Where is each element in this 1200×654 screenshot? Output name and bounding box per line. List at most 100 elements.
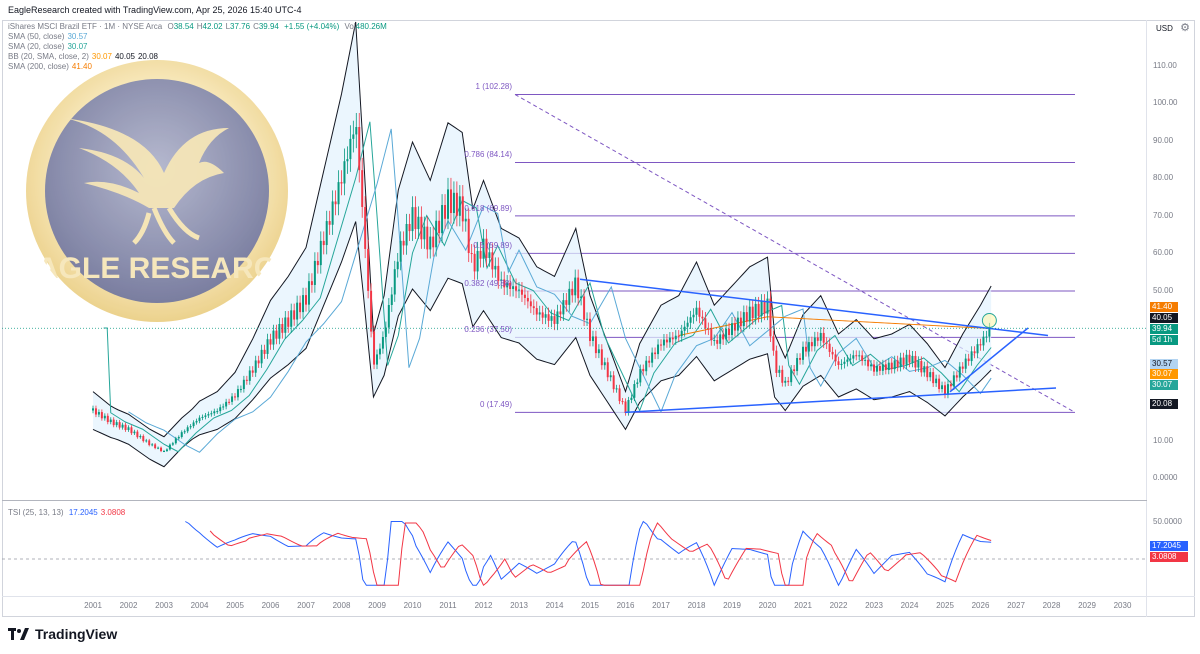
fib-level-label: 0 (17.49) [479,400,512,410]
price-label: 40.05 [1150,313,1178,323]
indicator-name: SMA (20, close) [8,42,65,51]
tradingview-logo-icon [8,628,29,640]
price-label: 30.07 [1150,380,1178,390]
time-tick: 2006 [261,601,280,610]
tsi-value: 17.2045 [68,508,98,517]
time-tick: 2007 [297,601,315,610]
tradingview-logo[interactable]: TradingView [8,626,117,642]
ohlc-value-c: 39.94 [258,22,279,31]
price-tick: 0.0000 [1153,473,1178,482]
price-label: 30.57 [1150,359,1178,369]
price-tick: 80.00 [1153,173,1174,182]
indicator-name: BB (20, SMA, close, 2) [8,52,89,61]
time-tick: 2012 [474,601,493,610]
eagle-research-watermark: EAGLE RESEARCH [24,60,290,322]
indicator-name: SMA (200, close) [8,62,69,71]
time-tick: 2022 [829,601,848,610]
indicator-value: 30.57 [67,32,88,41]
watermark-text: EAGLE RESEARCH [24,252,290,285]
tsi-value: 3.0808 [100,508,126,517]
price-change: +1.55 (+4.04%) [284,22,340,31]
price-tick: 70.00 [1153,210,1174,220]
tsi-price-label: 3.0808 [1150,552,1188,562]
indicator-row[interactable]: SMA (20, close) 30.07 [8,42,88,52]
ohlc-values: O38.54 H42.02 L37.76 C39.94 [165,22,279,31]
fib-level-label: 0.236 (37.50) [464,325,512,335]
ohlc-key-l: L [225,22,231,31]
time-tick: 2014 [545,601,564,610]
indicator-value: 30.07 [67,42,88,51]
time-tick: 2005 [226,601,244,610]
currency-label: USD [1156,24,1173,33]
time-tick: 2018 [687,601,706,610]
ohlc-key-h: H [196,22,203,31]
price-tick: 110.00 [1153,60,1177,70]
axis-separator [1146,20,1147,617]
indicator-value: 41.40 [71,62,92,71]
chart-frame [2,20,1195,617]
footer [0,617,1200,654]
symbol-legend[interactable]: iShares MSCI Brazil ETF · 1M · NYSE Arca… [8,22,387,32]
fib-level-label: 0.5 (59.89) [473,241,512,251]
indicator-value: 40.05 [114,52,135,61]
time-tick: 2003 [155,601,173,610]
fib-level-label: 0.382 (49.88) [464,278,512,288]
time-axis-separator [2,596,1195,597]
time-tick: 2023 [865,601,883,610]
price-tick: 50.00 [1153,285,1174,295]
price-label: 30.07 [1150,369,1178,379]
price-label: 20.08 [1150,399,1178,409]
indicator-value: 20.08 [137,52,159,61]
ohlc-value-l: 37.76 [230,22,251,31]
volume-label: Vol [344,22,356,31]
time-tick: 2030 [1113,601,1132,610]
price-tick: 100.00 [1153,98,1178,107]
time-tick: 2028 [1042,601,1061,610]
time-tick: 2027 [1007,601,1025,610]
price-tick: 10.00 [1153,435,1174,445]
gear-icon[interactable]: ⚙ [1180,22,1190,34]
time-tick: 2020 [758,601,777,610]
ohlc-value-o: 38.54 [173,22,194,31]
time-tick: 2015 [581,601,599,610]
ohlc-key-o: O [167,22,174,31]
tsi-tick: 50.0000 [1153,516,1182,526]
time-tick: 2017 [652,601,670,610]
ohlc-key-c: C [253,22,259,31]
time-tick: 2021 [794,601,812,610]
price-label: 5d 1h [1150,335,1178,345]
indicator-row[interactable]: BB (20, SMA, close, 2) 30.07 40.05 20.08 [8,52,158,62]
tsi-name: TSI (25, 13, 13) [8,508,64,517]
price-tick: 60.00 [1153,248,1174,257]
ohlc-value-h: 42.02 [202,22,223,31]
symbol-name: iShares MSCI Brazil ETF · 1M · NYSE Arca [8,22,163,31]
time-tick: 2008 [332,601,351,610]
time-tick: 2024 [900,601,919,610]
time-tick: 2009 [368,601,386,610]
time-tick: 2011 [439,601,457,610]
price-tick: 90.00 [1153,135,1174,145]
pane-separator[interactable] [2,500,1147,501]
tsi-values: 17.2045 3.0808 [66,508,125,517]
fib-level-label: 0.786 (84.14) [464,150,512,160]
time-tick: 2013 [510,601,528,610]
time-tick: 2004 [190,601,209,610]
fib-level-label: 0.618 (69.89) [464,203,512,213]
time-tick: 2019 [723,601,741,610]
indicator-name: SMA (50, close) [8,32,65,41]
time-tick: 2010 [403,601,422,610]
top-attribution: EagleResearch created with TradingView.c… [8,5,302,15]
time-tick: 2026 [971,601,990,610]
volume-value: 480.26M [355,22,387,31]
time-tick: 2025 [936,601,954,610]
tradingview-brand: TradingView [35,626,118,642]
indicator-row[interactable]: SMA (50, close) 30.57 [8,32,88,42]
fib-level-label: 1 (102.28) [475,82,512,92]
indicator-value: 30.07 [91,52,112,61]
price-label: 39.94 [1150,324,1178,334]
indicator-row[interactable]: SMA (200, close) 41.40 [8,62,92,72]
time-tick: 2029 [1078,601,1096,610]
time-tick: 2016 [616,601,635,610]
time-tick: 2001 [84,601,102,610]
tsi-legend[interactable]: TSI (25, 13, 13) 17.2045 3.0808 [8,508,125,518]
